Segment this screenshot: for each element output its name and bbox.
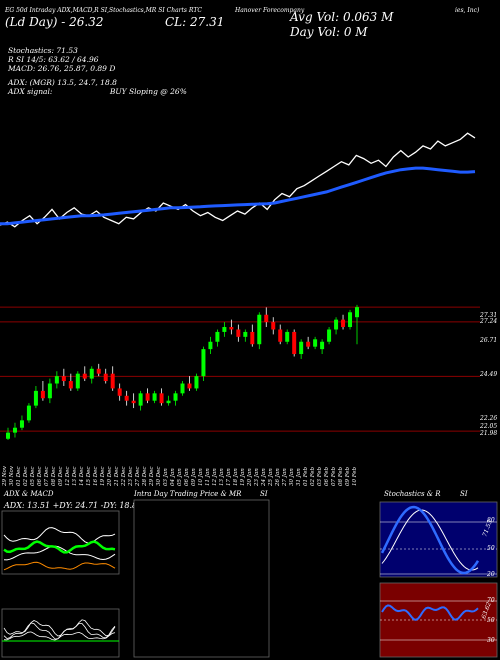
candle-body (26, 405, 31, 421)
macd-readout: MACD: 26.76, 25.87, 0.89 D (8, 64, 116, 73)
candle-body (103, 373, 108, 382)
macd-signal-line (3, 622, 116, 640)
candle-body (110, 373, 115, 389)
candle-body (180, 383, 185, 394)
company-name-tail: ies, Inc) (455, 7, 480, 14)
day-volume: Day Vol: 0 M (290, 25, 368, 39)
candle-body (152, 393, 157, 401)
adx-line (3, 540, 116, 554)
price-axis-label: 22.26 (480, 415, 498, 422)
intraday-panel-frame (133, 499, 270, 658)
candle-body (173, 393, 178, 401)
candle-body (306, 341, 311, 347)
candle-body (145, 393, 150, 401)
candle-body (82, 373, 87, 379)
candle-body (61, 376, 66, 382)
stoch-axis-20: 20 (487, 571, 495, 578)
stoch-panel-si: SI (460, 490, 468, 498)
candle-body (236, 329, 241, 337)
candle-body (229, 327, 234, 330)
close-label: CL: 27.31 (165, 15, 225, 29)
candle-body (47, 383, 52, 399)
candle-body (40, 390, 45, 399)
candle-body (131, 400, 136, 404)
intraday-panel-si: SI (260, 490, 268, 498)
candle-body (285, 331, 290, 342)
candle-body (187, 383, 192, 389)
candle-body (194, 376, 199, 389)
candle-body (271, 322, 276, 330)
candle-body (250, 331, 255, 345)
adx-di-minus-line (3, 545, 116, 561)
prev-label: (Ld Day) - 26.32 (5, 15, 104, 29)
candle-body (278, 329, 283, 342)
candle-body (313, 339, 318, 347)
adx-readout: ADX: (MGR) 13.5, 24.7, 18.8 (8, 78, 117, 87)
price-axis-label: 27.24 (480, 318, 498, 325)
macd-hist-line (3, 631, 116, 641)
adx-panel-values: ADX: 13.51 +DY: 24.71 -DY: 18.82 (4, 501, 143, 510)
candle-body (348, 312, 353, 328)
company-name: Hanover Forecompany (235, 7, 305, 14)
candle-body (355, 307, 359, 318)
candle-body (6, 432, 10, 439)
prev-value: 26.32 (69, 15, 104, 29)
candle-body (208, 341, 213, 350)
symbol-line: EG 50d Intraday ADX,MACD,R SI,Stochastic… (5, 7, 202, 14)
candle-body (96, 368, 101, 374)
close-value: 27.31 (190, 15, 225, 29)
candle-body (159, 393, 164, 404)
candle-body (54, 376, 59, 384)
adx-panel-title: ADX & MACD (4, 490, 54, 498)
rsi-line (381, 604, 479, 621)
candle-body (215, 331, 220, 342)
candle-body (327, 329, 332, 342)
candle-body (117, 388, 122, 396)
intraday-panel-title: Intra Day Trading Price & MR (134, 490, 242, 498)
candle-body (138, 393, 143, 406)
adx-signal: ADX signal: BUY Sloping @ 26% (8, 87, 187, 96)
candle-body (264, 314, 269, 323)
price-axis-label: 26.71 (480, 337, 498, 344)
price-line (0, 132, 476, 228)
candle-body (124, 395, 129, 401)
macd-panel-frame (1, 608, 120, 658)
rsi-axis-50: 50 (487, 617, 495, 624)
candle-body (12, 427, 17, 433)
price-axis-label: 21.98 (480, 430, 498, 437)
moving-average-line (0, 166, 476, 226)
rsi-readout: R SI 14/5: 63.62 / 64.96 (8, 55, 99, 64)
candle-body (334, 319, 339, 330)
candle-body (320, 341, 325, 350)
candle-body (243, 331, 248, 337)
adx-di-plus-line (3, 527, 116, 544)
avg-volume: Avg Vol: 0.063 M (290, 10, 394, 24)
adx-orange-line (3, 561, 116, 571)
stoch-axis-50: 50 (487, 545, 495, 552)
price-axis-label: 27.31 (480, 312, 498, 319)
price-axis-label: 24.49 (480, 371, 498, 378)
candle-body (89, 368, 94, 379)
candle-body (292, 331, 297, 355)
candle-body (33, 390, 38, 406)
candle-body (75, 373, 80, 389)
stochastics-readout: Stochastics: 71.53 (8, 46, 78, 55)
rsi-axis-70: 70 (487, 597, 495, 604)
candle-body (68, 381, 73, 389)
main-chart (0, 132, 480, 440)
stoch-panel-title: Stochastics & R (384, 490, 441, 498)
candle-body (341, 319, 346, 328)
candle-body (222, 327, 227, 332)
stoch-axis-80: 80 (487, 517, 495, 524)
stoch-d-line (381, 509, 479, 571)
stoch-k-line (380, 505, 480, 575)
price-axis-label: 22.05 (480, 423, 498, 430)
rsi-axis-30: 30 (487, 637, 495, 644)
candle-body (166, 400, 171, 404)
candle-body (201, 349, 206, 377)
candle-body (257, 314, 262, 345)
candle-body (299, 341, 304, 355)
candle-body (19, 420, 24, 428)
